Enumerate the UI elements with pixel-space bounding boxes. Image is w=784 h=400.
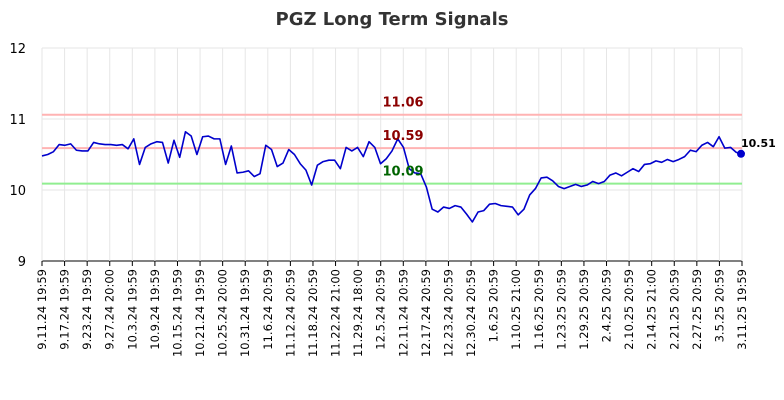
x-tick-label: 9.11.24 19:59 <box>35 269 49 350</box>
reference-line-label: 11.06 <box>382 96 423 111</box>
y-tick-label: 11 <box>9 113 26 128</box>
series-layer: 10.51 <box>41 130 776 223</box>
x-tick-label: 3.5.25 20:59 <box>712 269 726 342</box>
x-tick-label: 11.6.24 20:59 <box>261 269 275 350</box>
last-value-marker <box>737 149 745 158</box>
chart-title: PGZ Long Term Signals <box>276 9 509 30</box>
x-tick-label: 2.21.25 20:59 <box>667 269 681 350</box>
x-tick-label: 9.27.24 20:00 <box>103 269 117 350</box>
x-tick-label: 12.30.24 20:59 <box>464 269 478 357</box>
x-tick-label: 9.23.24 19:59 <box>80 269 94 350</box>
x-tick-label: 1.29.25 20:59 <box>577 269 591 350</box>
x-tick-label: 12.17.24 20:59 <box>419 269 433 357</box>
x-tick-label: 11.29.24 18:00 <box>351 269 365 357</box>
reference-labels: 11.06 10.59 10.09 <box>382 96 423 180</box>
x-tick-label: 2.27.25 20:59 <box>690 269 704 350</box>
reference-lines <box>42 113 742 185</box>
x-tick-label: 3.11.25 19:59 <box>735 269 749 350</box>
x-tick-label: 11.18.24 20:59 <box>306 269 320 357</box>
x-tick-label: 2.4.25 20:59 <box>600 269 614 342</box>
y-tick-label: 10 <box>9 184 26 199</box>
x-tick-label: 1.16.25 20:59 <box>532 269 546 350</box>
x-tick-label: 12.23.24 20:59 <box>441 269 455 357</box>
series-line <box>41 130 743 223</box>
y-axis-ticks: 9 10 11 12 <box>9 42 26 270</box>
x-tick-label: 2.10.25 20:59 <box>622 269 636 350</box>
x-tick-label: 11.22.24 21:00 <box>329 269 343 357</box>
x-tick-label: 10.3.24 19:59 <box>125 269 139 350</box>
x-tick-label: 1.23.25 20:59 <box>554 269 568 350</box>
y-tick-label: 9 <box>18 255 26 270</box>
x-axis-ticks: 9.11.24 19:59 9.17.24 19:59 9.23.24 19:59 9… <box>35 269 749 357</box>
x-tick-label: 1.6.25 20:59 <box>487 269 501 342</box>
x-tick-label: 10.21.24 19:59 <box>193 269 207 357</box>
x-tick-label: 12.11.24 20:59 <box>396 269 410 357</box>
last-value-label: 10.51 <box>741 137 776 150</box>
x-tick-label: 1.10.25 21:00 <box>509 269 523 350</box>
y-tick-label: 12 <box>9 42 26 57</box>
x-tick-label: 10.15.24 19:59 <box>170 269 184 357</box>
grid <box>41 47 743 266</box>
x-tick-label: 10.9.24 19:59 <box>148 269 162 350</box>
x-tick-label: 11.12.24 20:59 <box>283 269 297 357</box>
x-tick-label: 12.5.24 20:59 <box>374 269 388 350</box>
x-tick-label: 10.31.24 19:59 <box>238 269 252 357</box>
x-tick-label: 10.25.24 20:00 <box>216 269 230 357</box>
x-tick-label: 9.17.24 19:59 <box>58 269 72 350</box>
x-tick-label: 2.14.25 21:00 <box>645 269 659 350</box>
reference-line-label: 10.59 <box>382 129 423 144</box>
reference-line-label: 10.09 <box>382 165 423 180</box>
